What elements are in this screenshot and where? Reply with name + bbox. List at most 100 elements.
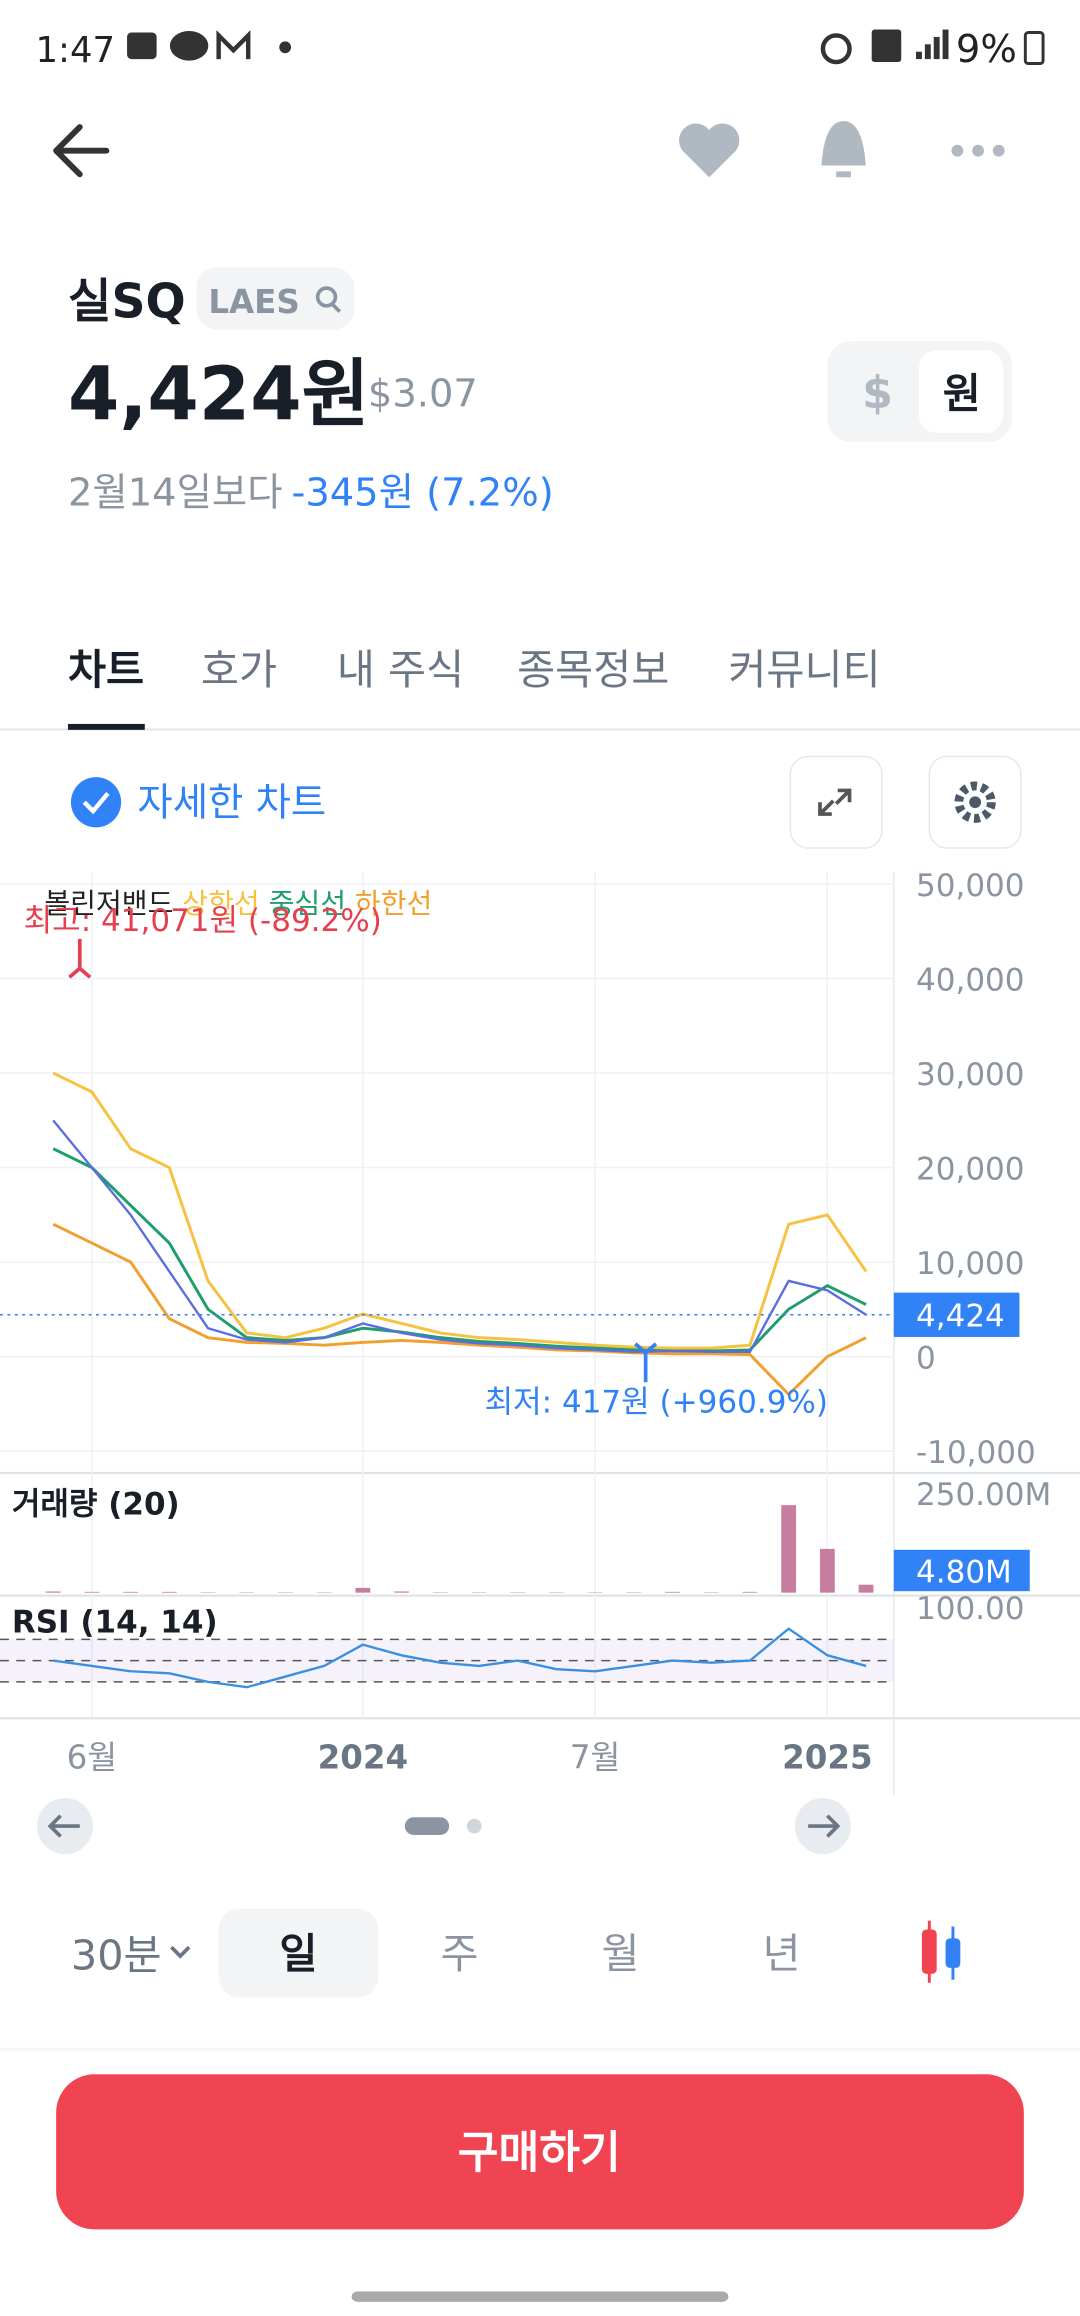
change-value: -345원 (7.2%) [291, 470, 553, 515]
period-option[interactable]: 주 [440, 1930, 478, 1978]
change-reference: 2월14일보다 [68, 470, 283, 515]
stock-price: 4,424원 [68, 352, 370, 438]
home-indicator [351, 2291, 729, 2302]
tab[interactable]: 차트 [68, 646, 144, 694]
back-button[interactable] [53, 124, 110, 178]
signal-bar [933, 36, 940, 60]
period-option[interactable]: 년 [763, 1930, 801, 1978]
legend: 볼린저밴드 상한선 중심선 하한선 [44, 887, 432, 920]
y-tick-label: 0 [916, 1340, 936, 1376]
favorite-button[interactable] [679, 123, 740, 178]
y-tick-label: 20,000 [916, 1151, 1025, 1187]
y-tick-label: 40,000 [916, 962, 1025, 998]
annotation-arrow [68, 938, 92, 979]
bottom-divider [0, 2047, 1080, 2051]
current-volume-label: 4.80M [916, 1554, 1012, 1590]
checkbox[interactable] [70, 777, 122, 828]
tab-divider [0, 728, 1080, 731]
legend-entry: 상한선 [182, 887, 259, 920]
y-tick-label: 30,000 [916, 1057, 1025, 1093]
tab-indicator [67, 723, 145, 730]
legend-entry: 중심선 [269, 887, 346, 920]
more-dot[interactable] [951, 144, 964, 157]
price-change: 2월14일보다 -345원 (7.2%) [68, 470, 554, 515]
buy-button[interactable] [56, 2074, 1024, 2230]
status-icon [279, 41, 292, 54]
search-icon [315, 286, 338, 308]
stock-ticker: LAES [208, 283, 299, 321]
volume-bar [161, 1591, 177, 1593]
ticker-chip[interactable] [196, 267, 355, 330]
volume-bar [858, 1584, 874, 1593]
signal-bar [924, 44, 931, 60]
x-tick-label: 2025 [782, 1738, 872, 1776]
search-icon [331, 303, 342, 314]
status-time: 1:47 [35, 30, 115, 71]
value-line [52, 1119, 867, 1354]
status-icon [871, 29, 902, 63]
tab[interactable]: 종목정보 [517, 646, 669, 694]
value-line [53, 1627, 867, 1689]
x-tick-label: 7월 [570, 1738, 621, 1776]
page-indicator [466, 1818, 482, 1834]
band-line [52, 1147, 867, 1353]
y-tick-label: 250.00M [916, 1477, 1051, 1513]
period-option[interactable]: 월 [601, 1930, 639, 1978]
volume-bar [819, 1548, 835, 1593]
status-icon [169, 31, 209, 61]
stock-price-usd: $3.07 [368, 371, 478, 416]
signal-bar [916, 51, 922, 60]
tab[interactable]: 내 주식 [337, 646, 464, 694]
panel-title: RSI (14, 14) [12, 1605, 218, 1641]
signal-bar [942, 29, 949, 60]
current-price-tag [893, 1292, 1020, 1337]
checkmark [82, 791, 110, 815]
reference-band [0, 1639, 894, 1682]
currency-option: $ [862, 368, 893, 419]
settings-icon [969, 796, 982, 809]
chevron [170, 1945, 191, 1959]
status-icon [127, 32, 157, 60]
alert-button[interactable] [821, 121, 866, 178]
interval-selector[interactable]: 30분 [71, 1931, 162, 1979]
annotation-text: 최고: 41,071원 (-89.2%) [24, 903, 382, 939]
annotation-text: 최저: 417원 (+960.9%) [485, 1384, 828, 1420]
period-selected [218, 1908, 379, 1998]
volume-bar [781, 1505, 797, 1593]
current-price-label: 4,424 [916, 1299, 1005, 1335]
buy-button-label: 구매하기 [458, 2127, 621, 2178]
arrow-icon [808, 1814, 841, 1838]
more-dot[interactable] [992, 144, 1005, 157]
y-tick-label: 10,000 [916, 1246, 1025, 1282]
x-tick-label: 6월 [67, 1738, 118, 1776]
fullscreen-icon [818, 788, 852, 816]
detail-chart-label: 자세한 차트 [137, 781, 326, 826]
legend-entry: 하한선 [355, 887, 432, 920]
volume-bar [742, 1591, 758, 1593]
tab[interactable]: 커뮤니티 [728, 646, 880, 694]
status-icon [216, 30, 251, 60]
status-battery: 9% [956, 27, 1017, 72]
band-line [52, 1071, 868, 1350]
battery-icon [1023, 31, 1045, 66]
volume-bar [355, 1587, 371, 1593]
arrow-icon [47, 1814, 80, 1838]
currency-option: 원 [943, 370, 981, 418]
band-line [52, 1222, 867, 1397]
annotation-arrow [634, 1342, 658, 1383]
tab[interactable]: 호가 [201, 646, 277, 694]
volume-bar [665, 1591, 680, 1593]
current-volume-tag [893, 1549, 1030, 1592]
volume-bar [394, 1591, 409, 1593]
period-option[interactable]: 일 [279, 1930, 317, 1978]
volume-bar [84, 1591, 100, 1593]
panel-title: 거래량 (20) [12, 1486, 180, 1522]
legend-title: 볼린저밴드 [44, 887, 173, 920]
volume-bar [123, 1591, 138, 1593]
settings-icon [954, 781, 996, 823]
more-dot[interactable] [972, 144, 984, 157]
y-tick-label: -10,000 [916, 1435, 1036, 1471]
